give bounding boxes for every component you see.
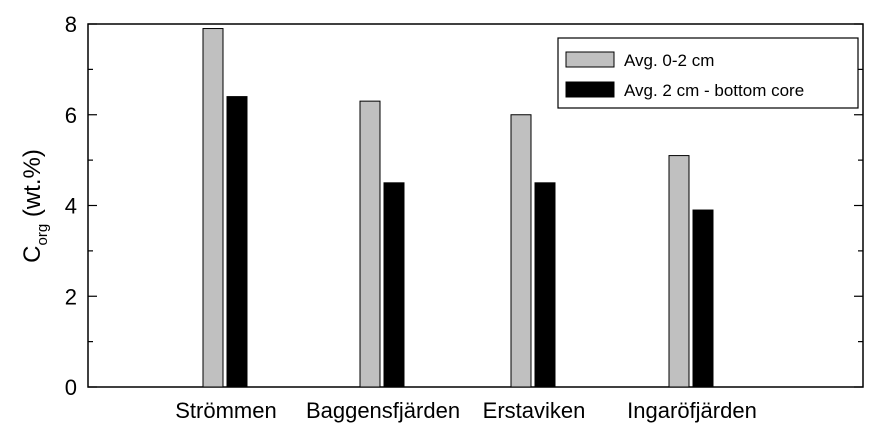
legend-label: Avg. 2 cm - bottom core bbox=[624, 81, 804, 100]
bars bbox=[202, 28, 714, 388]
y-axis-title: Corg (wt.%) bbox=[19, 149, 51, 263]
x-category-label: Ingaröfjärden bbox=[627, 398, 757, 423]
y-tick-label: 6 bbox=[65, 103, 77, 128]
y-tick-label: 8 bbox=[65, 12, 77, 37]
legend-label: Avg. 0-2 cm bbox=[624, 51, 714, 70]
legend: Avg. 0-2 cm Avg. 2 cm - bottom core bbox=[557, 37, 859, 109]
bar-avg-0-2cm-3 bbox=[668, 155, 690, 388]
bar-avg-0-2cm-2 bbox=[510, 114, 532, 388]
bar-avg-2cm-bottom-0 bbox=[226, 96, 248, 388]
y-axis-title-subscript: org bbox=[34, 224, 51, 246]
legend-swatch bbox=[565, 51, 615, 68]
y-tick-label: 2 bbox=[65, 284, 77, 309]
y-axis-title-unit: (wt.%) bbox=[19, 149, 46, 224]
bar-avg-2cm-bottom-3 bbox=[692, 209, 714, 388]
y-tick-label: 4 bbox=[65, 194, 77, 219]
y-axis-ticks: 0 2 4 6 8 bbox=[65, 12, 863, 400]
y-tick-label: 0 bbox=[65, 375, 77, 400]
x-category-label: Erstaviken bbox=[483, 398, 586, 423]
x-axis-category-labels: Strömmen Baggensfjärden Erstaviken Ingaröfj… bbox=[175, 398, 757, 423]
x-category-label: Baggensfjärden bbox=[306, 398, 460, 423]
bar-avg-0-2cm-1 bbox=[359, 100, 381, 388]
bar-avg-2cm-bottom-1 bbox=[383, 182, 405, 388]
bar-avg-0-2cm-0 bbox=[202, 28, 224, 388]
x-category-label: Strömmen bbox=[175, 398, 276, 423]
legend-swatch bbox=[565, 81, 615, 98]
bar-avg-2cm-bottom-2 bbox=[534, 182, 556, 388]
y-axis-title-main: C bbox=[19, 246, 46, 263]
